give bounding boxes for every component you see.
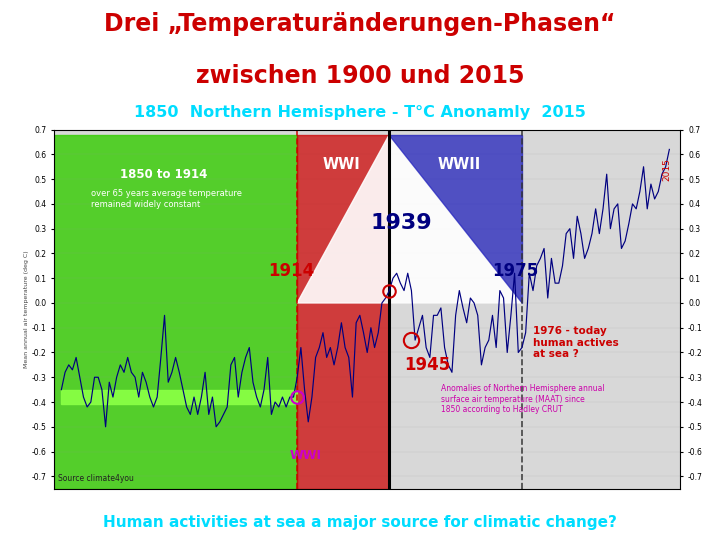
Text: 1914: 1914 <box>268 262 314 280</box>
Bar <box>54 134 297 489</box>
Text: 1975: 1975 <box>492 262 539 280</box>
Text: Anomalies of Northern Hemisphere annual
surface air temperature (MAAT) since
185: Anomalies of Northern Hemisphere annual … <box>441 384 605 414</box>
Text: over 65 years average temperature
remained widely constant: over 65 years average temperature remain… <box>91 189 242 208</box>
Polygon shape <box>390 134 522 303</box>
Text: zwischen 1900 und 2015: zwischen 1900 und 2015 <box>196 64 524 88</box>
Text: 1850  Northern Hemisphere - T°C Anonamly  2015: 1850 Northern Hemisphere - T°C Anonamly … <box>134 105 586 119</box>
Polygon shape <box>297 134 522 303</box>
Bar <box>297 134 390 489</box>
Text: WWI: WWI <box>290 449 322 462</box>
Text: Source climate4you: Source climate4you <box>58 474 133 483</box>
Text: 1945: 1945 <box>404 356 450 374</box>
Y-axis label: Mean annual air temperature (deg C): Mean annual air temperature (deg C) <box>24 251 29 368</box>
Text: Drei „Temperaturänderungen-Phasen“: Drei „Temperaturänderungen-Phasen“ <box>104 12 616 36</box>
Text: 1976 - today
human actives
at sea ?: 1976 - today human actives at sea ? <box>533 326 618 360</box>
Bar <box>61 390 297 404</box>
Text: WWII: WWII <box>437 157 480 172</box>
Text: 1939: 1939 <box>371 213 433 233</box>
Text: WWI: WWI <box>323 157 361 172</box>
Text: 2015: 2015 <box>662 158 671 181</box>
Text: Human activities at sea a major source for climatic change?: Human activities at sea a major source f… <box>103 515 617 530</box>
Text: 1850 to 1914: 1850 to 1914 <box>120 168 207 181</box>
